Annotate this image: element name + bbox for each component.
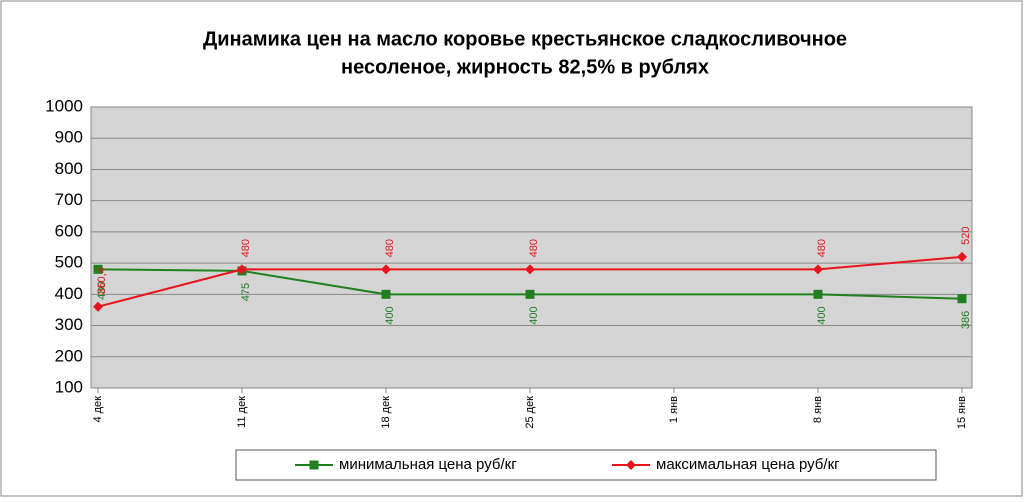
- y-tick-label: 900: [55, 128, 83, 147]
- marker: [525, 264, 535, 275]
- x-tick-label: 25 дек: [524, 396, 536, 429]
- series-line: [97, 268, 530, 296]
- y-tick-label: 500: [55, 253, 83, 272]
- chart-title: несоленое, жирность 82,5% в рублях: [341, 56, 709, 78]
- data-label: 400: [816, 306, 828, 324]
- marker: [93, 301, 103, 312]
- data-label: 480: [816, 239, 828, 257]
- legend: [235, 449, 937, 481]
- marker: [381, 264, 391, 275]
- y-tick-label: 800: [55, 159, 83, 178]
- data-label: 480: [528, 239, 540, 257]
- y-tick-label: 1000: [45, 96, 83, 115]
- y-tick-label: 400: [55, 284, 83, 303]
- legend-label: максимальная цена руб/кг: [656, 456, 840, 473]
- data-label: 520: [960, 227, 972, 245]
- x-tick-label: 11 дек: [236, 396, 248, 428]
- y-tick-label: 100: [55, 377, 83, 396]
- data-label: 475: [240, 283, 252, 301]
- series-line: [817, 293, 963, 300]
- data-label: 400: [384, 306, 396, 324]
- x-tick-label: 18 дек: [380, 396, 392, 429]
- data-label: 480: [384, 239, 396, 257]
- chart-title: Динамика цен на масло коровье крестьянск…: [203, 28, 847, 50]
- marker: [237, 264, 247, 275]
- data-label: 400: [528, 306, 540, 324]
- marker: [93, 264, 103, 274]
- marker: [381, 289, 391, 299]
- series-line: [817, 255, 963, 271]
- marker: [813, 264, 823, 275]
- data-label: 480: [240, 239, 252, 257]
- y-tick-label: 200: [55, 346, 83, 365]
- y-tick-label: 300: [55, 315, 83, 334]
- legend-marker: [626, 460, 636, 470]
- marker: [525, 289, 535, 299]
- x-tick-label: 1 янв: [668, 396, 680, 423]
- legend-marker: [309, 460, 319, 470]
- marker: [813, 289, 823, 299]
- plot-area: [90, 106, 973, 389]
- y-tick-label: 700: [55, 190, 83, 209]
- data-label: 360,4: [96, 267, 108, 295]
- marker: [957, 251, 967, 262]
- x-tick-label: 8 янв: [812, 396, 824, 423]
- x-tick-label: 4 дек: [92, 396, 104, 423]
- x-tick-label: 15 янв: [956, 396, 968, 429]
- series-line: [97, 268, 530, 308]
- data-label: 386: [960, 311, 972, 329]
- marker: [957, 294, 967, 304]
- legend-label: минимальная цена руб/кг: [339, 456, 517, 473]
- data-label: 480: [96, 281, 108, 299]
- y-tick-label: 600: [55, 221, 83, 240]
